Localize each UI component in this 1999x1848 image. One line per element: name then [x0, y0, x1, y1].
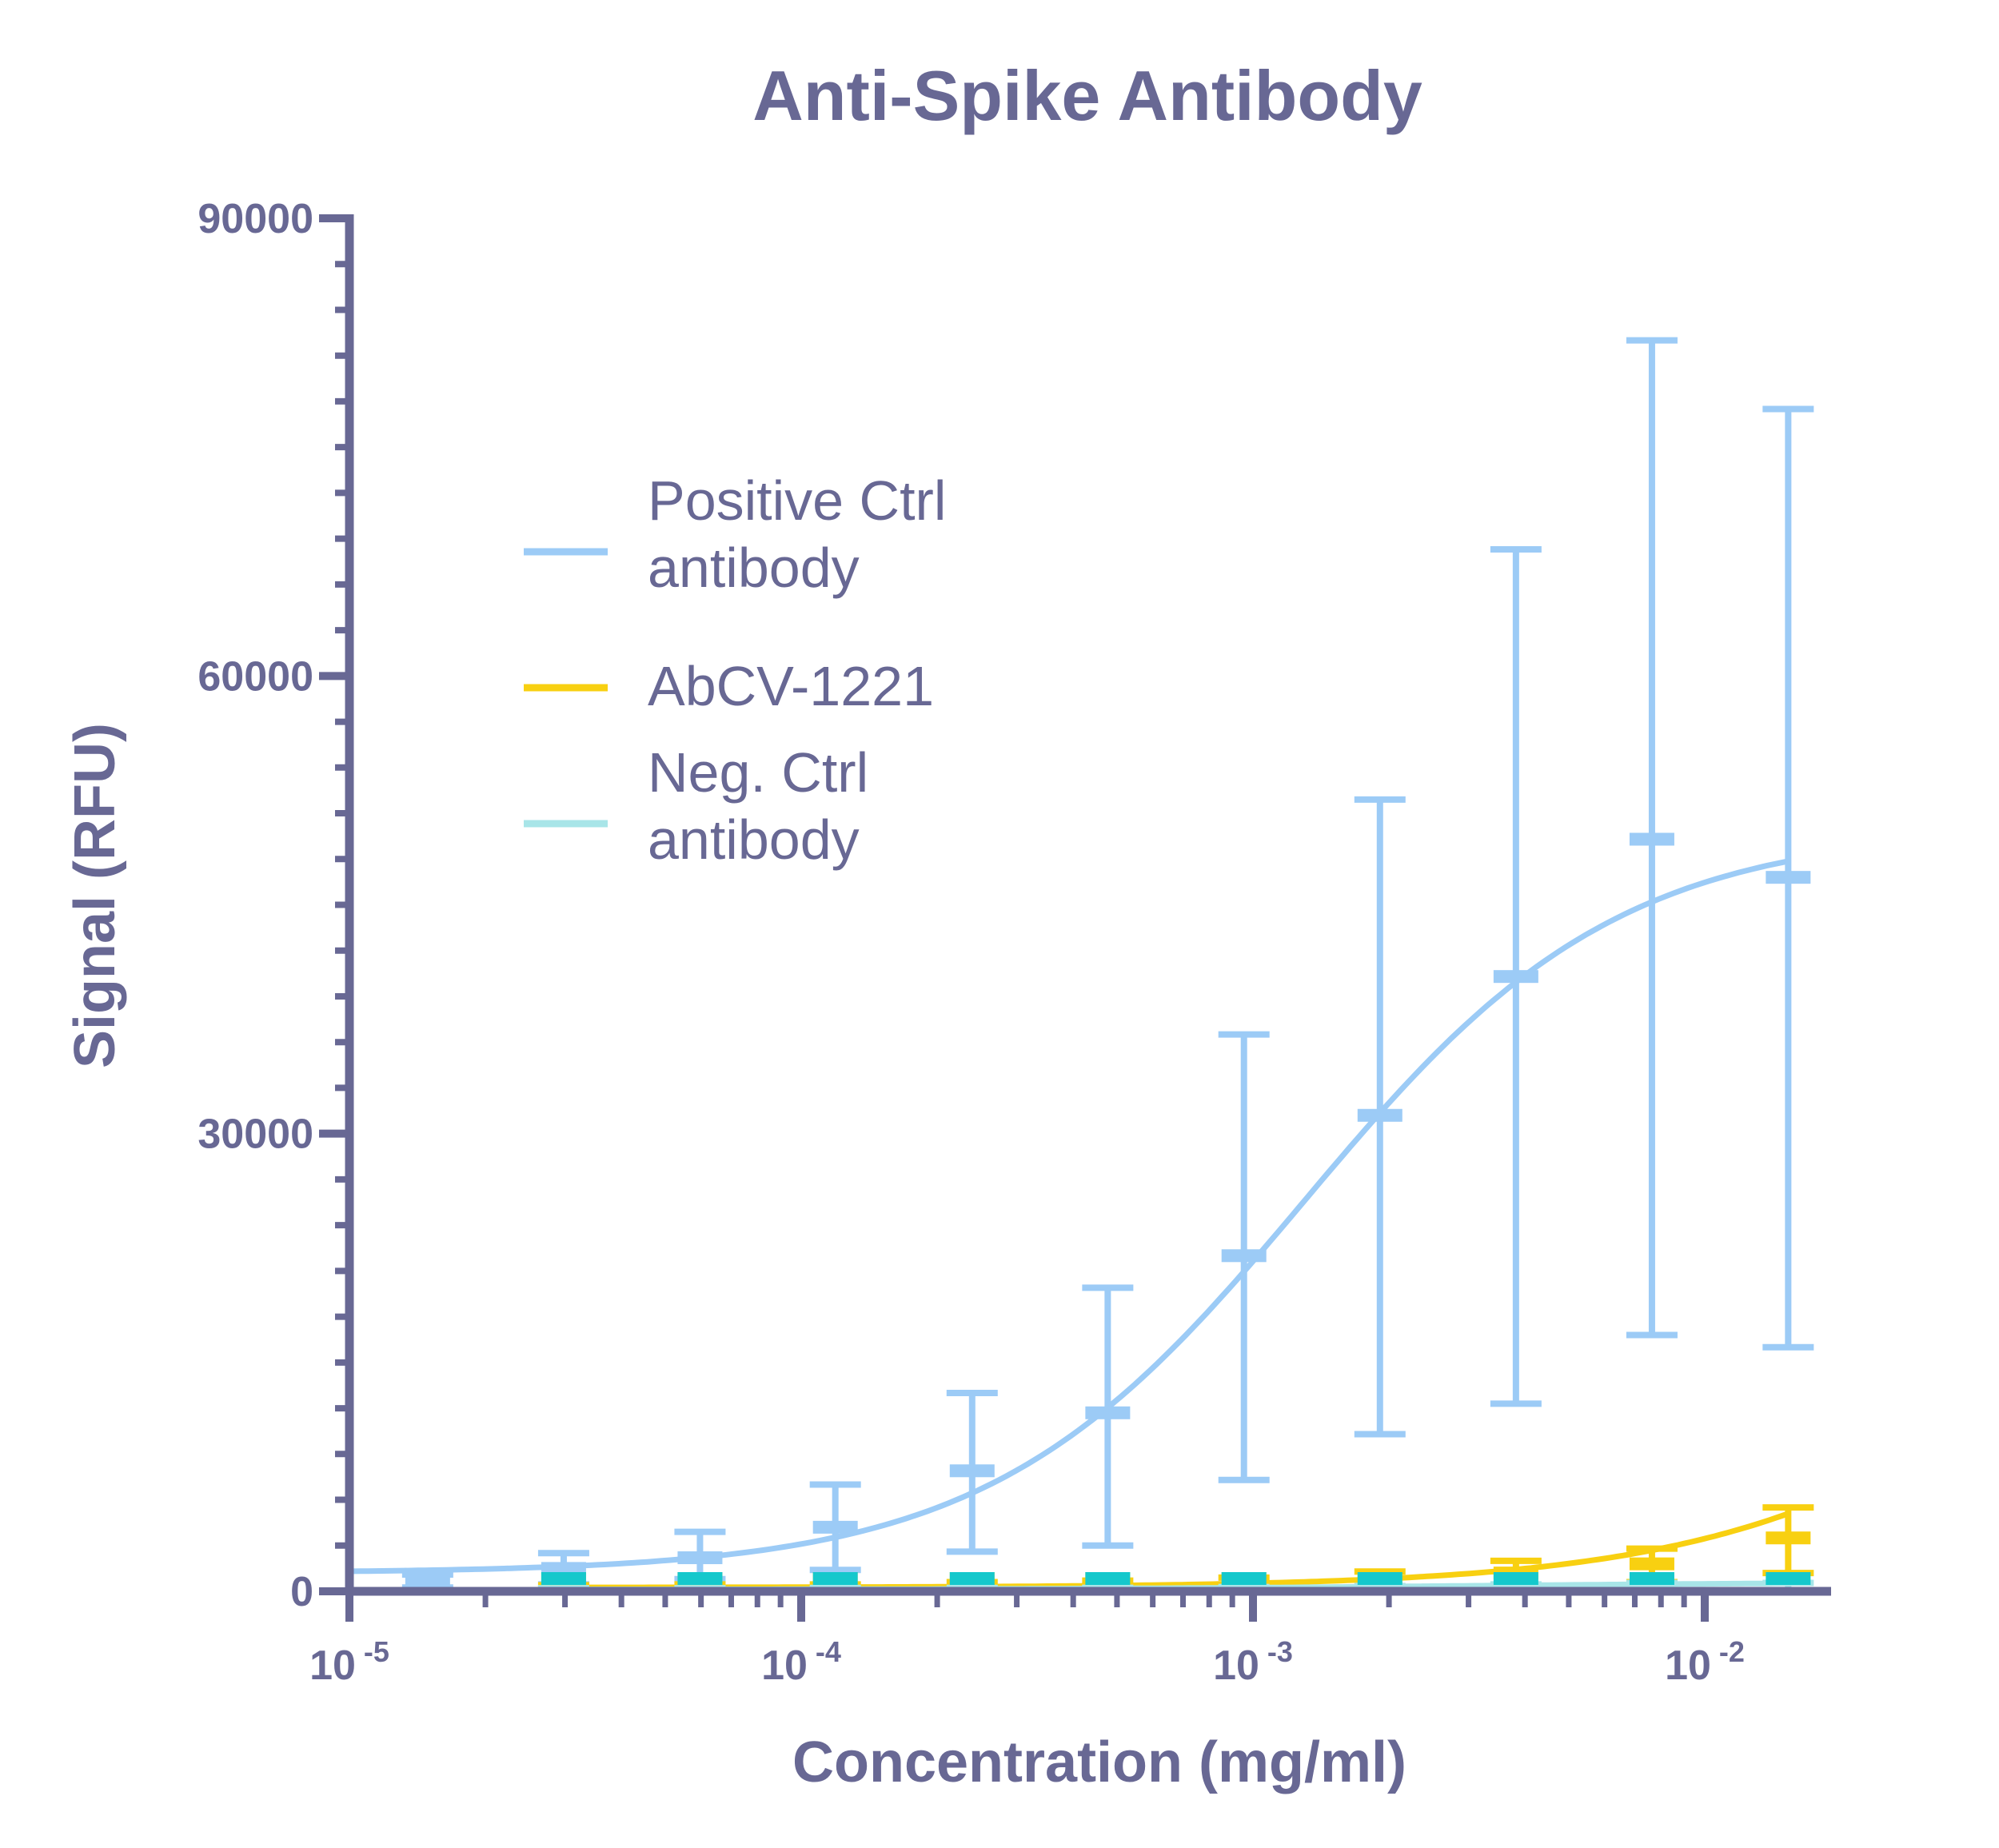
- data-point: [1221, 1572, 1267, 1585]
- data-point: [812, 1572, 858, 1585]
- axes: 0 30000 60000 90000 10 -5 10 -4 10 -3 10 -2: [198, 196, 1831, 1689]
- data-point: [677, 1551, 723, 1565]
- series-1: [353, 337, 1814, 1591]
- data-point: [1766, 871, 1811, 884]
- x-tick-label: 10 -3: [1213, 1635, 1293, 1689]
- data-point: [405, 1572, 450, 1585]
- legend-label: Neg. Ctrl antibody: [648, 741, 868, 871]
- y-tick-label: 30000: [198, 1112, 313, 1158]
- data-point: [541, 1572, 586, 1585]
- data-point: [541, 1562, 586, 1575]
- x-tick-label: 10 -4: [761, 1635, 841, 1689]
- data-point: [1357, 1572, 1402, 1585]
- plot-area: 0 30000 60000 90000 10 -5 10 -4 10 -3 10 -2: [198, 196, 1831, 1689]
- data-point: [1085, 1406, 1131, 1419]
- data-point: [1493, 970, 1538, 984]
- fit-curve: [353, 858, 1790, 1575]
- legend-item-3: Neg. Ctrl antibody: [524, 741, 868, 871]
- legend-item-1: Positive Ctrl antibody: [524, 469, 946, 599]
- data-point: [1357, 1108, 1402, 1122]
- legend-label: AbCV-1221: [648, 655, 934, 717]
- data-point: [1221, 1249, 1267, 1263]
- series-2: [537, 1504, 1814, 1595]
- data-point: [1629, 1557, 1674, 1571]
- data-point: [1629, 1572, 1674, 1585]
- data-point: [949, 1464, 995, 1478]
- legend: Positive Ctrl antibody AbCV-1221 Neg. Ctrl a…: [524, 469, 946, 871]
- x-tick-label: 10 -2: [1665, 1635, 1745, 1689]
- chart-title: Anti-Spike Antibody: [752, 56, 1422, 135]
- data-point: [1629, 832, 1674, 846]
- data-point: [949, 1572, 995, 1585]
- y-tick-label: 60000: [198, 653, 313, 700]
- legend-label: Positive Ctrl antibody: [648, 469, 946, 599]
- data-point: [812, 1520, 858, 1534]
- data-point: [677, 1572, 723, 1585]
- y-tick-label: 90000: [198, 196, 313, 242]
- legend-item-2: AbCV-1221: [524, 655, 934, 717]
- data-point: [1766, 1531, 1811, 1545]
- x-tick-label: 10 -5: [309, 1635, 389, 1689]
- data-point: [1493, 1572, 1538, 1585]
- x-axis-label: Concentration (mg/ml): [792, 1730, 1406, 1794]
- y-axis-label: Signal (RFU): [63, 723, 127, 1068]
- data-point: [1085, 1572, 1131, 1585]
- y-tick-label: 0: [290, 1569, 313, 1615]
- data-point: [1766, 1572, 1811, 1585]
